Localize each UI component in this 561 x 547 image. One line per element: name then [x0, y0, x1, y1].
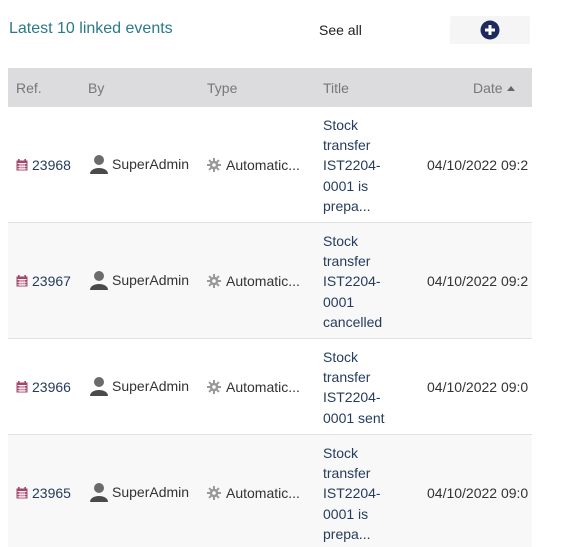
- user-name[interactable]: SuperAdmin: [112, 272, 190, 288]
- ref-number[interactable]: 23965: [32, 485, 71, 501]
- user-avatar-icon: [90, 271, 108, 290]
- column-header-title[interactable]: Title: [323, 80, 349, 96]
- user-avatar-icon: [90, 377, 108, 396]
- event-type: Automatic...: [207, 485, 304, 501]
- user-name[interactable]: SuperAdmin: [112, 484, 190, 500]
- event-date: 04/10/2022 09:0: [427, 485, 529, 501]
- table-header: Ref. By Type Title Date: [8, 68, 532, 107]
- event-title-line: IST2204-: [323, 389, 381, 406]
- event-title[interactable]: Stock transfer IST2204- 0001 sent: [323, 347, 403, 428]
- user-link[interactable]: SuperAdmin: [90, 482, 189, 502]
- add-event-button[interactable]: [450, 16, 530, 44]
- event-title-line: 0001 is: [323, 505, 369, 522]
- column-header-type[interactable]: Type: [207, 80, 238, 96]
- event-type-label: Automatic...: [226, 485, 300, 501]
- event-type: Automatic...: [207, 379, 304, 395]
- event-title-line: transfer: [323, 369, 371, 386]
- event-title-line: 0001: [323, 293, 355, 310]
- event-title-line: transfer: [323, 465, 371, 482]
- user-name[interactable]: SuperAdmin: [112, 156, 190, 172]
- user-link[interactable]: SuperAdmin: [90, 376, 189, 396]
- event-title-line: Stock: [323, 233, 359, 249]
- event-type-label: Automatic...: [226, 273, 300, 289]
- table-row[interactable]: 23968 SuperAdmin Automatic... Stock transfer…: [8, 107, 532, 223]
- user-link[interactable]: SuperAdmin: [90, 154, 189, 174]
- gear-icon: [207, 380, 221, 394]
- calendar-icon: [16, 159, 28, 171]
- ref-link[interactable]: 23965: [16, 485, 71, 501]
- event-title-line: prepa...: [323, 525, 371, 542]
- event-type-label: Automatic...: [226, 379, 300, 395]
- column-header-ref[interactable]: Ref.: [16, 80, 42, 96]
- event-date: 04/10/2022 09:2: [427, 273, 529, 289]
- event-title-line: Stock: [323, 445, 359, 461]
- table-row[interactable]: 23965 SuperAdmin Automatic... Stock transfer…: [8, 435, 532, 547]
- event-title-line: Stock: [323, 117, 359, 133]
- table-row[interactable]: 23967 SuperAdmin Automatic... Stock transfer…: [8, 223, 532, 339]
- event-title[interactable]: Stock transfer IST2204- 0001 cancelled: [323, 231, 403, 332]
- event-title-line: transfer: [323, 253, 371, 270]
- gear-icon: [207, 274, 221, 288]
- table-row[interactable]: 23966 SuperAdmin Automatic... Stock transfer…: [8, 339, 532, 435]
- event-title-line: 0001 is: [323, 177, 369, 194]
- event-type-label: Automatic...: [226, 157, 300, 173]
- see-all-link[interactable]: See all: [319, 22, 362, 38]
- event-title-line: Stock: [323, 349, 359, 365]
- event-title-line: IST2204-: [323, 273, 381, 290]
- calendar-icon: [16, 487, 28, 499]
- event-title-line: 0001 sent: [323, 409, 385, 426]
- gear-icon: [207, 158, 221, 172]
- user-avatar-icon: [90, 155, 108, 174]
- event-date: 04/10/2022 09:2: [427, 157, 529, 173]
- gear-icon: [207, 486, 221, 500]
- plus-circle-icon: [480, 20, 500, 40]
- event-title[interactable]: Stock transfer IST2204- 0001 is prepa...: [323, 115, 403, 216]
- ref-link[interactable]: 23966: [16, 379, 71, 395]
- column-header-date[interactable]: Date: [473, 80, 515, 96]
- event-title-line: prepa...: [323, 197, 371, 214]
- event-type: Automatic...: [207, 157, 304, 173]
- column-header-date-label: Date: [473, 80, 503, 96]
- event-date: 04/10/2022 09:0: [427, 379, 529, 395]
- user-link[interactable]: SuperAdmin: [90, 270, 189, 290]
- event-title[interactable]: Stock transfer IST2204- 0001 is prepa...: [323, 443, 403, 544]
- ref-link[interactable]: 23968: [16, 157, 71, 173]
- event-type: Automatic...: [207, 273, 304, 289]
- calendar-icon: [16, 275, 28, 287]
- ref-link[interactable]: 23967: [16, 273, 71, 289]
- user-name[interactable]: SuperAdmin: [112, 378, 190, 394]
- user-avatar-icon: [90, 483, 108, 502]
- sort-up-icon: [506, 86, 515, 91]
- table-body: 23968 SuperAdmin Automatic... Stock transfer…: [8, 107, 532, 547]
- event-title-line: IST2204-: [323, 485, 381, 502]
- event-title-line: transfer: [323, 137, 371, 154]
- event-title-line: cancelled: [323, 313, 383, 330]
- ref-number[interactable]: 23967: [32, 273, 71, 289]
- ref-number[interactable]: 23968: [32, 157, 71, 173]
- section-title: Latest 10 linked events: [9, 20, 173, 37]
- event-title-line: IST2204-: [323, 157, 381, 174]
- ref-number[interactable]: 23966: [32, 379, 71, 395]
- events-table: Ref. By Type Title Date 23968 SuperAdmin A…: [8, 68, 532, 547]
- calendar-icon: [16, 381, 28, 393]
- column-header-by[interactable]: By: [88, 80, 105, 96]
